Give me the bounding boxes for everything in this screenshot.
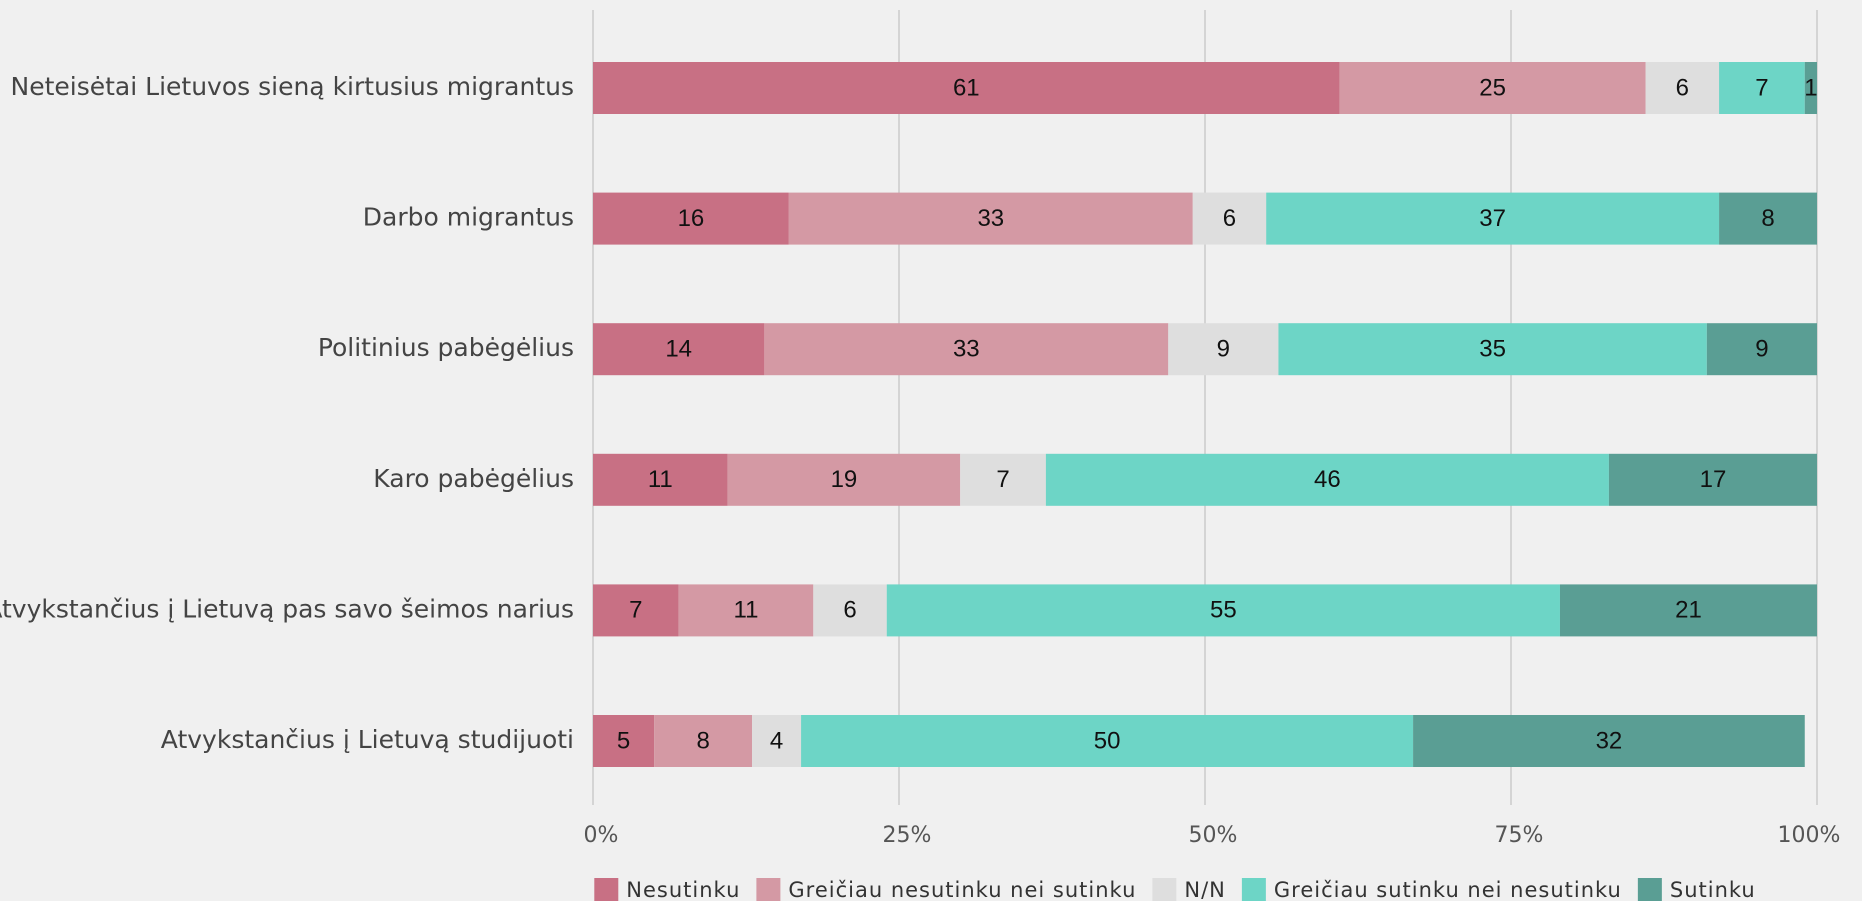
data-label: 50 <box>1094 727 1121 754</box>
data-label: 6 <box>843 597 856 624</box>
data-label: 21 <box>1675 597 1702 624</box>
bar-segment <box>813 584 887 637</box>
data-label: 33 <box>977 205 1004 232</box>
legend-label: Sutinku <box>1670 878 1756 901</box>
data-label: 17 <box>1700 466 1727 493</box>
data-label: 7 <box>996 466 1009 493</box>
bar-segment <box>886 584 1560 637</box>
data-label: 8 <box>1761 205 1774 232</box>
data-label: 7 <box>1755 74 1768 101</box>
data-label: 11 <box>648 466 673 493</box>
category-label: Darbo migrantus <box>363 203 574 232</box>
data-label: 46 <box>1314 466 1341 493</box>
data-label: 11 <box>734 597 759 624</box>
legend-swatch <box>1241 878 1266 901</box>
data-label: 37 <box>1479 205 1506 232</box>
legend-label: N/N <box>1184 878 1226 901</box>
bar-segment <box>593 62 1340 114</box>
bar-segment <box>1719 62 1805 114</box>
bar-segment <box>593 453 728 506</box>
x-tick-label: 50% <box>1189 823 1238 848</box>
category-label: Neteisėtai Lietuvos sieną kirtusius migr… <box>11 72 574 101</box>
bar-segment <box>788 192 1193 245</box>
bar-segment <box>752 715 802 767</box>
bar-segment <box>654 715 753 767</box>
category-label: Atvykstančius į Lietuvą pas savo šeimos … <box>0 594 574 623</box>
data-label: 1 <box>1804 74 1817 101</box>
data-label: 6 <box>1223 205 1236 232</box>
bar-segment <box>1706 323 1817 376</box>
data-label: 9 <box>1755 336 1768 363</box>
data-label: 33 <box>953 336 980 363</box>
data-label: 9 <box>1217 336 1230 363</box>
bar-segment <box>593 715 655 767</box>
legend-label: Greičiau nesutinku nei sutinku <box>788 878 1136 901</box>
category-label: Atvykstančius į Lietuvą studijuoti <box>161 725 574 754</box>
bar-segment <box>1045 453 1609 506</box>
bar-segment <box>593 323 765 376</box>
bar-segment <box>727 453 961 506</box>
bar-segment <box>1168 323 1279 376</box>
legend-swatch <box>594 878 619 901</box>
bar-segment <box>1804 62 1817 114</box>
bar-segment <box>593 192 789 245</box>
data-label: 61 <box>953 74 980 101</box>
data-label: 32 <box>1596 727 1623 754</box>
bar-segment <box>1339 62 1646 114</box>
legend-swatch <box>756 878 781 901</box>
bar-segment <box>960 453 1046 506</box>
data-label: 6 <box>1676 74 1689 101</box>
x-tick-label: 25% <box>883 823 932 848</box>
data-label: 35 <box>1479 336 1506 363</box>
x-tick-label: 75% <box>1495 823 1544 848</box>
bar-segment <box>593 584 679 637</box>
x-tick-label: 100% <box>1778 823 1841 848</box>
bar-segment <box>1413 715 1805 767</box>
x-tick-label: 0% <box>584 823 619 848</box>
legend-swatch <box>1152 878 1177 901</box>
bar-segment <box>678 584 814 637</box>
category-label: Politinius pabėgėlius <box>318 333 574 362</box>
legend-label: Greičiau sutinku nei nesutinku <box>1274 878 1622 901</box>
bar-segment <box>1278 323 1707 376</box>
data-label: 8 <box>696 727 709 754</box>
bar-segment <box>801 715 1414 767</box>
data-label: 16 <box>678 205 705 232</box>
bar-segment <box>1608 453 1817 506</box>
data-label: 19 <box>831 466 858 493</box>
data-label: 25 <box>1479 74 1506 101</box>
bar-segment <box>1266 192 1720 245</box>
bar-segment <box>1719 192 1817 245</box>
bar-segment <box>1645 62 1720 114</box>
data-label: 14 <box>665 336 692 363</box>
data-label: 5 <box>617 727 630 754</box>
data-label: 7 <box>629 597 642 624</box>
bar-segment <box>764 323 1169 376</box>
bar-segment <box>1559 584 1817 637</box>
bar-segment <box>1192 192 1267 245</box>
legend-label: Nesutinku <box>626 878 740 901</box>
data-label: 4 <box>770 727 783 754</box>
category-label: Karo pabėgėlius <box>373 464 574 493</box>
data-label: 55 <box>1210 597 1237 624</box>
legend-swatch <box>1637 878 1662 901</box>
